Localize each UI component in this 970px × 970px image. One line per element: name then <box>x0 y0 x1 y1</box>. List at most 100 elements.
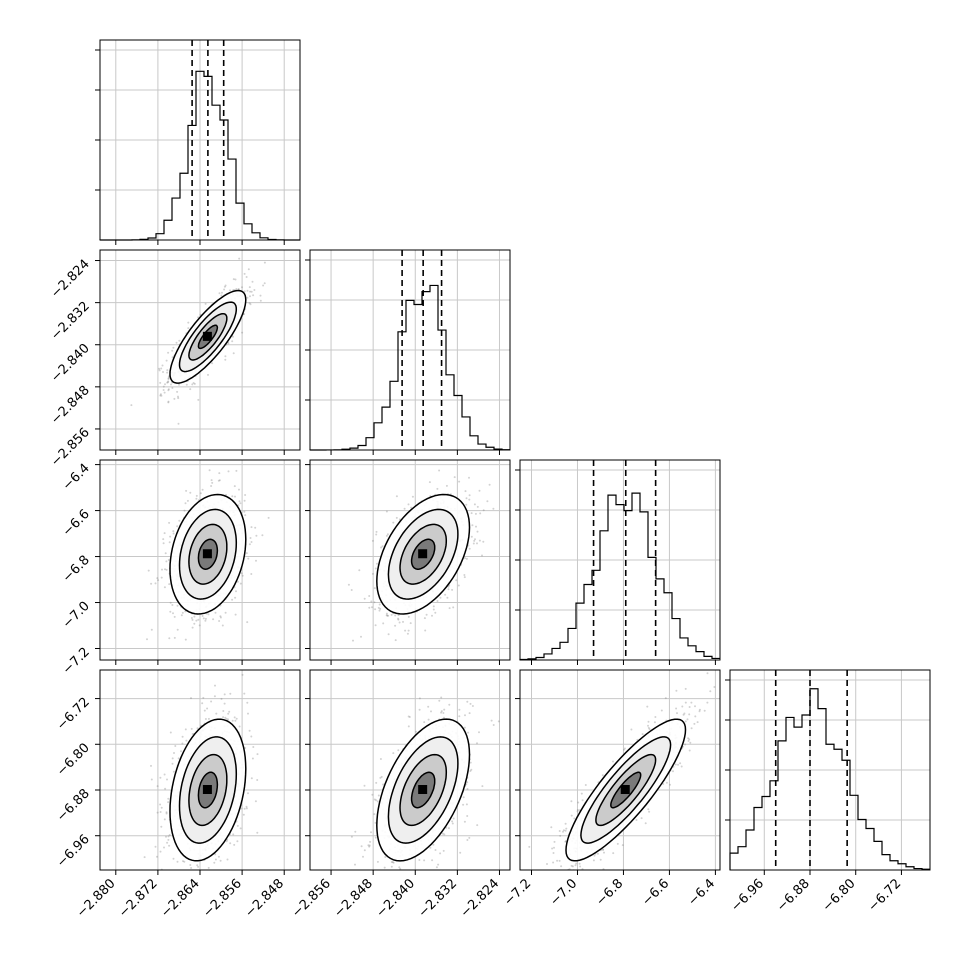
scatter-point <box>437 863 440 866</box>
scatter-point <box>190 697 192 700</box>
scatter-point <box>204 617 207 620</box>
panel-frame <box>99 459 301 661</box>
scatter-point <box>397 749 400 752</box>
scatter-point <box>180 614 183 617</box>
scatter-point <box>168 521 171 524</box>
scatter-point <box>418 859 421 861</box>
scatter-point <box>192 382 195 384</box>
scatter-point <box>210 700 213 703</box>
scatter-point <box>175 341 178 344</box>
scatter-point <box>159 393 162 396</box>
scatter-point <box>249 537 252 539</box>
scatter-point <box>244 514 247 517</box>
scatter-point <box>223 702 226 705</box>
scatter-point <box>156 577 159 580</box>
scatter-point <box>381 876 383 878</box>
scatter-point <box>233 485 236 488</box>
scatter-point <box>204 302 207 305</box>
scatter-point <box>680 765 683 768</box>
scatter-point <box>199 492 202 495</box>
scatter-point <box>167 381 169 384</box>
y-tick-label: −2.832 <box>48 299 93 344</box>
scatter-point <box>423 721 426 724</box>
scatter-point <box>159 394 162 397</box>
scatter-point <box>254 800 257 803</box>
scatter-point <box>160 576 163 579</box>
scatter-point <box>227 718 230 721</box>
scatter-point <box>238 725 241 728</box>
scatter-point <box>177 422 180 425</box>
scatter-point <box>467 731 470 734</box>
scatter-point <box>687 737 690 740</box>
scatter-point <box>384 856 387 858</box>
scatter-point <box>176 604 179 607</box>
scatter-point <box>453 458 455 460</box>
scatter-point <box>178 519 181 522</box>
scatter-point <box>242 813 245 816</box>
scatter-point <box>166 841 169 844</box>
scatter-point <box>249 295 251 298</box>
scatter-point <box>267 516 270 519</box>
scatter-point <box>198 624 201 627</box>
scatter-point <box>464 557 466 560</box>
scatter-point <box>466 815 469 817</box>
scatter-point <box>451 822 454 825</box>
scatter-point <box>248 286 251 289</box>
scatter-point <box>167 351 170 354</box>
scatter-point <box>222 875 224 877</box>
scatter-point <box>430 710 432 713</box>
scatter-point <box>603 851 605 854</box>
scatter-point <box>163 818 166 821</box>
scatter-point <box>222 716 225 719</box>
scatter-point <box>423 617 426 620</box>
scatter-point <box>375 799 378 802</box>
scatter-point <box>486 500 489 503</box>
scatter-point <box>256 753 259 756</box>
panel-frame <box>729 669 931 871</box>
scatter-point <box>176 525 179 528</box>
scatter-point <box>476 542 478 545</box>
scatter-point <box>227 342 230 345</box>
scatter-point <box>371 606 373 609</box>
scatter-point <box>159 803 162 806</box>
scatter-point <box>409 622 412 625</box>
scatter-point <box>214 858 217 861</box>
scatter-point <box>157 579 160 582</box>
scatter-point <box>347 583 350 586</box>
scatter-point <box>210 479 213 482</box>
scatter-point <box>150 764 152 767</box>
scatter-point <box>432 843 435 846</box>
scatter-point <box>195 494 198 497</box>
scatter-point <box>217 855 220 858</box>
scatter-point <box>398 621 401 624</box>
scatter-point <box>578 862 581 865</box>
x-tick-label: −2.880 <box>74 876 119 921</box>
scatter-point <box>546 863 548 865</box>
scatter-point <box>385 510 388 513</box>
scatter-point <box>172 530 175 533</box>
scatter-point <box>255 534 258 537</box>
scatter-point <box>367 844 370 847</box>
scatter-point <box>214 684 216 687</box>
scatter-point <box>236 824 239 827</box>
scatter-point <box>228 710 231 713</box>
scatter-point <box>225 840 228 843</box>
scatter-point <box>439 852 442 855</box>
scatter-point <box>218 472 221 475</box>
scatter-point <box>481 785 484 788</box>
scatter-point <box>169 535 172 538</box>
scatter-point <box>403 507 406 510</box>
scatter-panel-4-1: −2.880−2.872−2.864−2.856−2.848−6.96−6.88… <box>54 669 301 921</box>
scatter-point <box>189 864 192 866</box>
scatter-point <box>171 349 174 352</box>
y-tick-label: −7.0 <box>60 599 93 632</box>
scatter-point <box>165 812 168 815</box>
scatter-panel-2-1: −2.856−2.848−2.840−2.832−2.824 <box>48 249 301 470</box>
scatter-point <box>440 710 443 713</box>
scatter-point <box>162 389 165 391</box>
scatter-point <box>374 836 377 839</box>
scatter-point <box>646 705 649 708</box>
scatter-point <box>184 728 187 731</box>
scatter-point <box>201 488 204 491</box>
scatter-point <box>247 557 250 560</box>
